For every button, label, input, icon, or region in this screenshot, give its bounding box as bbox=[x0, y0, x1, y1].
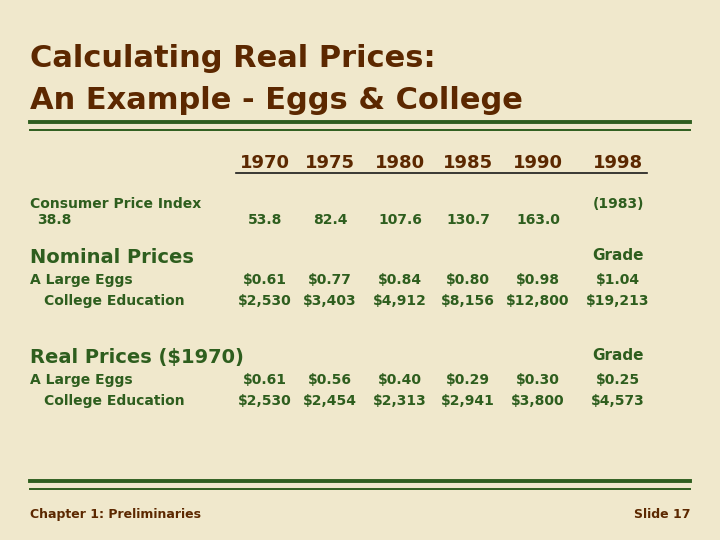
Text: $2,530: $2,530 bbox=[238, 394, 292, 408]
Text: $1.04: $1.04 bbox=[596, 273, 640, 287]
Text: Grade: Grade bbox=[593, 348, 644, 363]
Text: 107.6: 107.6 bbox=[378, 213, 422, 227]
Text: College Education: College Education bbox=[45, 394, 185, 408]
Text: 1985: 1985 bbox=[443, 154, 493, 172]
Text: $0.61: $0.61 bbox=[243, 273, 287, 287]
Text: $0.61: $0.61 bbox=[243, 373, 287, 387]
Text: Consumer Price Index: Consumer Price Index bbox=[30, 197, 202, 211]
Text: An Example - Eggs & College: An Example - Eggs & College bbox=[30, 86, 523, 116]
Text: $0.40: $0.40 bbox=[378, 373, 422, 387]
Text: $0.77: $0.77 bbox=[308, 273, 352, 287]
Text: Chapter 1: Preliminaries: Chapter 1: Preliminaries bbox=[30, 508, 201, 521]
Text: College Education: College Education bbox=[45, 294, 185, 308]
Text: $2,530: $2,530 bbox=[238, 294, 292, 308]
Text: $19,213: $19,213 bbox=[586, 294, 649, 308]
Text: 82.4: 82.4 bbox=[312, 213, 347, 227]
Text: $0.80: $0.80 bbox=[446, 273, 490, 287]
Text: $0.30: $0.30 bbox=[516, 373, 560, 387]
Text: $0.25: $0.25 bbox=[596, 373, 640, 387]
Text: $0.98: $0.98 bbox=[516, 273, 560, 287]
Text: Slide 17: Slide 17 bbox=[634, 508, 690, 521]
Text: (1983): (1983) bbox=[593, 197, 644, 211]
Text: $12,800: $12,800 bbox=[506, 294, 570, 308]
Text: 1998: 1998 bbox=[593, 154, 643, 172]
Text: $0.84: $0.84 bbox=[378, 273, 422, 287]
Text: 38.8: 38.8 bbox=[37, 213, 71, 227]
Text: $4,573: $4,573 bbox=[591, 394, 645, 408]
Text: A Large Eggs: A Large Eggs bbox=[30, 273, 132, 287]
Text: Real Prices ($1970): Real Prices ($1970) bbox=[30, 348, 244, 367]
Text: $2,941: $2,941 bbox=[441, 394, 495, 408]
Text: 1990: 1990 bbox=[513, 154, 563, 172]
Text: $3,403: $3,403 bbox=[303, 294, 357, 308]
Text: Nominal Prices: Nominal Prices bbox=[30, 248, 194, 267]
Text: $2,313: $2,313 bbox=[373, 394, 427, 408]
Text: A Large Eggs: A Large Eggs bbox=[30, 373, 132, 387]
Text: $0.56: $0.56 bbox=[308, 373, 352, 387]
Text: 1980: 1980 bbox=[375, 154, 425, 172]
Text: $8,156: $8,156 bbox=[441, 294, 495, 308]
Text: $2,454: $2,454 bbox=[303, 394, 357, 408]
Text: $0.29: $0.29 bbox=[446, 373, 490, 387]
Text: 163.0: 163.0 bbox=[516, 213, 560, 227]
Text: 53.8: 53.8 bbox=[248, 213, 282, 227]
Text: $3,800: $3,800 bbox=[511, 394, 564, 408]
Text: 130.7: 130.7 bbox=[446, 213, 490, 227]
Text: 1970: 1970 bbox=[240, 154, 290, 172]
Text: 1975: 1975 bbox=[305, 154, 355, 172]
Text: $4,912: $4,912 bbox=[373, 294, 427, 308]
Text: Calculating Real Prices:: Calculating Real Prices: bbox=[30, 44, 436, 73]
Text: Grade: Grade bbox=[593, 248, 644, 264]
